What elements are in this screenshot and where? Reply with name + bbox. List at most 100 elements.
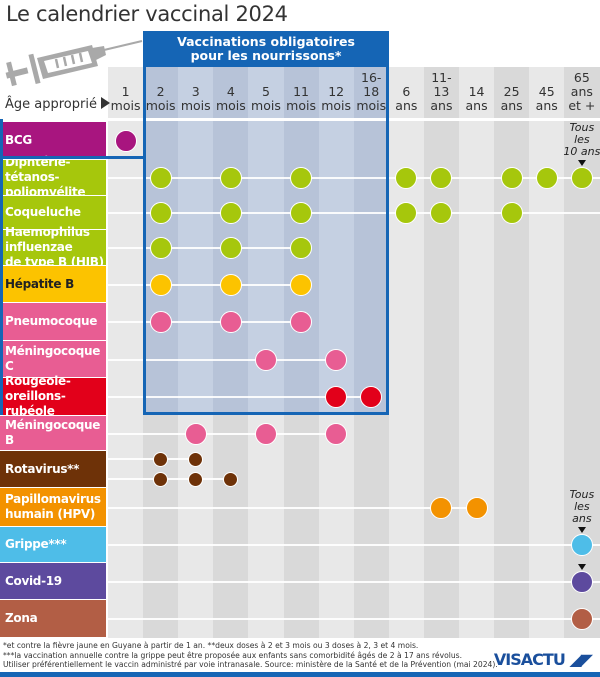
column-background-mandatory bbox=[178, 67, 214, 415]
logo-mark-icon: ◢◤ bbox=[569, 650, 593, 669]
dose-dot bbox=[219, 237, 242, 259]
row-line bbox=[108, 247, 302, 249]
dose-dot bbox=[219, 202, 242, 224]
bottom-bar bbox=[0, 672, 600, 677]
dose-dot bbox=[570, 167, 593, 189]
column-background bbox=[529, 67, 565, 638]
dose-dot bbox=[325, 386, 348, 408]
age-axis-label-text: Âge approprié bbox=[5, 97, 97, 112]
column-header-age: 25 ans bbox=[500, 84, 523, 113]
arrow-right-icon bbox=[100, 97, 110, 109]
dose-dot bbox=[290, 273, 313, 296]
column-header-age: 16-18 mois bbox=[356, 70, 387, 113]
dose-dot bbox=[430, 202, 453, 224]
row-line bbox=[108, 212, 600, 214]
row-line bbox=[108, 321, 302, 323]
row-label-vaccine: Coqueluche bbox=[0, 196, 106, 229]
column-background bbox=[388, 67, 425, 638]
dose-dot bbox=[149, 273, 172, 296]
column-background-mandatory bbox=[353, 67, 390, 415]
dose-dot bbox=[153, 451, 169, 467]
column-background bbox=[108, 67, 144, 638]
dose-dot bbox=[500, 202, 523, 224]
dose-dot bbox=[395, 202, 418, 224]
dose-dot bbox=[114, 130, 137, 152]
column-header-age: 4 mois bbox=[215, 84, 246, 113]
dose-dot bbox=[500, 167, 523, 189]
row-line bbox=[108, 396, 372, 398]
dose-dot bbox=[149, 311, 172, 333]
footnotes: *et contre la fièvre jaune en Guyane à p… bbox=[3, 641, 498, 670]
dose-dot bbox=[325, 348, 348, 371]
mandatory-vaccinations-header: Vaccinations obligatoires pour les nourr… bbox=[143, 31, 389, 67]
visactu-logo: VISACTU ◢◤ bbox=[493, 650, 593, 669]
frequency-note: Tous les ans bbox=[569, 488, 595, 525]
column-header-age: 14 ans bbox=[465, 84, 488, 113]
row-label-vaccine: Zona bbox=[0, 600, 106, 637]
footnote-2: ***la vaccination annuelle contre la gri… bbox=[3, 650, 463, 660]
column-header-age: 6 ans bbox=[395, 84, 418, 113]
dose-dot bbox=[360, 386, 383, 408]
syringe-icon bbox=[5, 40, 143, 87]
dose-dot bbox=[188, 471, 204, 487]
dose-dot bbox=[254, 348, 277, 371]
row-label-vaccine: Grippe*** bbox=[0, 527, 106, 562]
column-header-age: 2 mois bbox=[145, 84, 176, 113]
dose-dot bbox=[219, 311, 242, 333]
row-line bbox=[108, 458, 196, 460]
row-label-vaccine: Rougeole- oreillons-rubéole bbox=[0, 374, 106, 418]
column-header-age: 45 ans bbox=[535, 84, 558, 113]
row-line bbox=[108, 432, 337, 435]
arrow-down-icon bbox=[577, 527, 586, 533]
row-line bbox=[108, 580, 600, 583]
row-line bbox=[108, 618, 600, 620]
row-line bbox=[108, 358, 337, 361]
row-label-vaccine: Méningocoque B bbox=[0, 416, 106, 450]
header-separator bbox=[108, 118, 600, 121]
dose-dot bbox=[290, 202, 313, 224]
row-line bbox=[108, 283, 302, 286]
dose-dot bbox=[184, 422, 207, 445]
footnote-1: *et contre la fièvre jaune en Guyane à p… bbox=[3, 641, 419, 650]
dose-dot bbox=[290, 237, 313, 259]
row-label-vaccine: Pneumocoque bbox=[0, 303, 106, 340]
row-label-vaccine: Covid-19 bbox=[0, 563, 106, 599]
dose-dot bbox=[535, 167, 558, 189]
row-label-vaccine: Rotavirus** bbox=[0, 451, 106, 487]
row-line bbox=[108, 506, 477, 509]
arrow-down-icon bbox=[577, 160, 586, 166]
dose-dot bbox=[219, 167, 242, 189]
dose-dot bbox=[153, 471, 169, 487]
dose-dot bbox=[290, 167, 313, 189]
arrow-down-icon bbox=[577, 563, 586, 570]
row-label-vaccine: Papillomavirus humain (HPV) bbox=[0, 488, 106, 526]
dose-dot bbox=[149, 202, 172, 224]
dose-dot bbox=[149, 237, 172, 259]
row-label-vaccine: Méningocoque C bbox=[0, 341, 106, 377]
dose-dot bbox=[570, 570, 593, 593]
row-line bbox=[108, 478, 231, 480]
row-label-vaccine: Haemophilus influenzae de type B (HIB) bbox=[0, 225, 106, 269]
dose-dot bbox=[325, 422, 348, 445]
row-line bbox=[108, 177, 600, 179]
column-background bbox=[494, 67, 530, 638]
row-label-vaccine: Diphtérie-tétanos- poliomyélite bbox=[0, 155, 106, 199]
column-header-age: 12 mois bbox=[321, 84, 352, 113]
dose-dot bbox=[465, 496, 488, 519]
column-header-age: 3 mois bbox=[180, 84, 211, 113]
dose-dot bbox=[254, 422, 277, 445]
row-line bbox=[108, 544, 600, 546]
column-header-age: 11-13 ans bbox=[430, 70, 453, 113]
column-background bbox=[423, 67, 460, 638]
dose-dot bbox=[290, 311, 313, 333]
frequency-note: Tous les 10 ans bbox=[563, 121, 600, 158]
row-label-vaccine: Hépatite B bbox=[0, 266, 106, 302]
dose-dot bbox=[223, 471, 239, 487]
dose-dot bbox=[570, 608, 593, 630]
page-title: Le calendrier vaccinal 2024 bbox=[6, 2, 288, 26]
footnote-3: Utiliser préférentiellement le vaccin ad… bbox=[3, 660, 498, 669]
column-background bbox=[459, 67, 495, 638]
dose-dot bbox=[188, 451, 204, 467]
logo-text: VISACTU bbox=[493, 650, 566, 669]
